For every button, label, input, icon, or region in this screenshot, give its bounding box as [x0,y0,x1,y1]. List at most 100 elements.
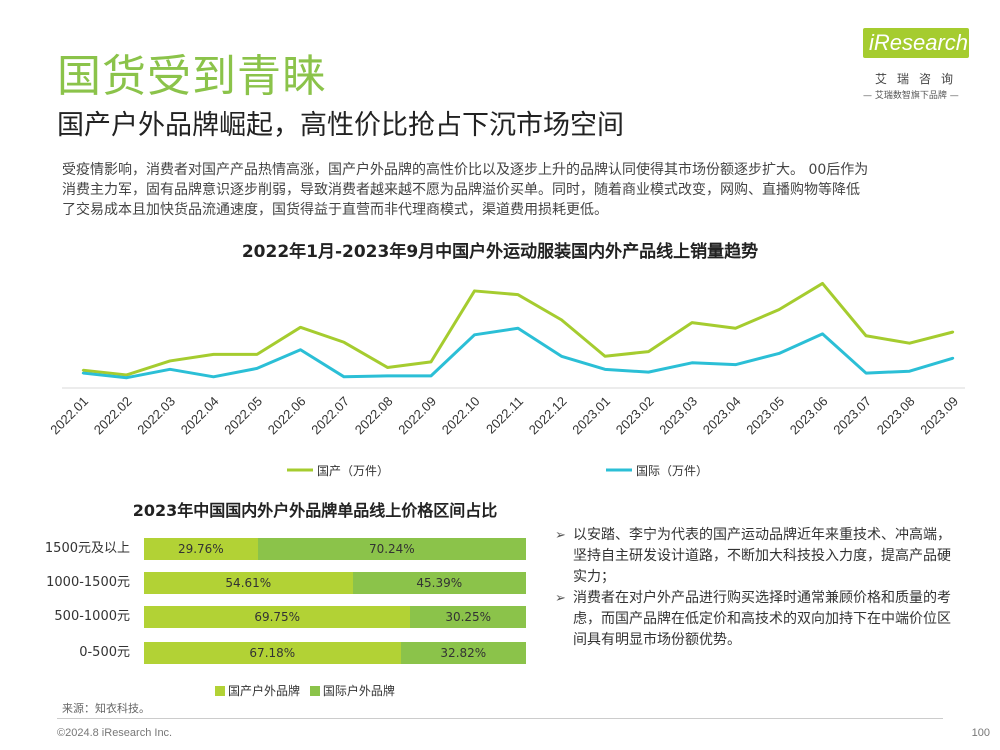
bar-category-label: 500-1000元 [54,609,130,624]
bar-row: 1000-1500元 54.61% 45.39% [30,572,530,594]
legend-label-domestic: 国产户外品牌 [228,684,301,698]
data-point [342,341,346,344]
bar-track: 29.76% 70.24% [144,538,526,560]
x-tick-label: 2023.08 [874,394,918,438]
data-point [603,368,607,371]
legend-item-international: 国际户外品牌 [309,684,395,698]
data-point [821,332,824,336]
data-point [690,361,694,364]
logo-badge [863,28,969,58]
x-tick-label: 2022.05 [221,394,265,438]
logo-cn-name: 艾瑞咨询 [875,72,964,86]
x-tick-label: 2022.06 [265,394,309,438]
intro-line: 消费主力军，固有品牌意识逐步削弱，导致消费者越来越不愿为品牌溢价买单。同时，随着… [62,182,860,198]
data-point [734,363,737,366]
intro-line: 受疫情影响，消费者对国产产品热情高涨，国产户外品牌的高性价比以及逐步上升的品牌认… [62,162,869,178]
x-tick-label: 2023.07 [830,394,874,438]
data-point [690,321,694,324]
bar-row: 0-500元 67.18% 32.82% [30,642,530,664]
x-tick-label: 2022.01 [47,394,91,438]
source-note: 来源：知衣科技。 [62,702,150,715]
data-point [81,371,85,375]
data-point [429,360,433,364]
x-tick-label: 2022.09 [395,394,439,438]
data-point [125,373,128,377]
data-point [864,371,868,375]
key-findings: ➢ 以安踏、李宁为代表的国产运动品牌近年来重技术、冲高端，坚持自主研发设计道路，… [555,525,955,651]
data-point [560,355,563,358]
legend-item-domestic: 国产户外品牌 [215,684,300,698]
page-subtitle: 国产户外品牌崛起，高性价比抢占下沉市场空间 [57,110,624,141]
bar-segment-international: 30.25% [410,606,526,628]
data-point [429,374,433,378]
bar-category-label: 0-500元 [79,645,130,660]
bar-track: 54.61% 45.39% [144,572,526,594]
data-point [908,342,911,345]
x-tick-label: 2022.04 [178,394,222,438]
bar-segment-international: 45.39% [352,572,526,594]
x-tick-label: 2023.01 [569,394,613,438]
data-point [168,359,172,363]
legend-label: 国际（万件） [636,464,708,478]
bar-chart-title: 2023年中国国内外户外品牌单品线上价格区间占比 [132,501,498,520]
bar-category-label: 1000-1500元 [46,575,130,590]
copyright: ©2024.8 iResearch Inc. [57,727,173,739]
bullet-text: 以安踏、李宁为代表的国产运动品牌近年来重技术、冲高端，坚持自主研发设计道路，不断… [573,527,951,585]
x-tick-label: 2022.02 [91,394,135,438]
data-point [516,327,520,330]
bar-segment-international: 32.82% [400,642,526,664]
line-chart-title: 2022年1月-2023年9月中国户外运动服装国内外产品线上销量趋势 [241,242,759,262]
data-point [81,369,85,372]
bullet-item: ➢ 消费者在对户外产品进行购买选择时通常兼顾价格和质量的考虑，而国产品牌在低定价… [555,588,955,651]
data-point [734,327,737,330]
data-point [299,348,302,351]
bar-segment-international: 70.24% [257,538,526,560]
data-point [473,333,476,336]
data-point [299,326,302,329]
bar-segment-domestic: 54.61% [144,572,353,594]
data-point [516,293,520,296]
data-point [125,376,128,379]
logo-brand-text: iResearch [869,30,969,55]
bar-track: 69.75% 30.25% [144,606,526,628]
bar-row: 500-1000元 69.75% 30.25% [30,606,530,628]
data-point [777,308,781,311]
data-point [386,374,389,378]
bar-segment-domestic: 29.76% [144,538,258,560]
data-point [647,370,650,374]
x-tick-label: 2023.03 [656,394,700,438]
x-tick-label: 2022.10 [439,394,483,438]
data-point [255,367,259,370]
x-tick-label: 2022.08 [352,394,396,438]
bullet-text: 消费者在对户外产品进行购买选择时通常兼顾价格和质量的考虑，而国产品牌在低定价和高… [573,590,951,648]
bar-chart-legend: 国产户外品牌 国际户外品牌 [215,682,395,699]
legend-label: 国产（万件） [317,464,389,478]
data-point [647,350,650,353]
data-point [473,289,476,293]
data-point [777,352,781,355]
page-title: 国货受到青睐 [57,51,327,102]
data-point [908,370,911,373]
logo-slogan: — 艾瑞数智旗下品牌 — [863,91,959,101]
intro-line: 了交易成本且加快货品流通速度，国货得益于直营而非代理商模式，渠道费用损耗更低。 [62,202,608,218]
page-number: 100 [971,727,990,739]
x-tick-label: 2023.05 [743,394,787,438]
data-point [255,353,259,356]
x-tick-label: 2022.03 [134,394,178,438]
data-point [212,353,215,356]
line-chart: 2022.01 2022.02 2022.03 2022.04 2022.05 2022.… [47,281,965,478]
bar-row: 1500元及以上 29.76% 70.24% [30,538,530,560]
data-point [168,368,172,371]
data-point [342,375,346,378]
data-point [864,334,868,337]
arrow-bullet-icon: ➢ [555,591,566,606]
data-point [951,356,955,360]
x-tick-label: 2023.09 [917,394,961,438]
bar-track: 67.18% 32.82% [144,642,526,664]
x-tick-label: 2022.12 [526,394,570,438]
bullet-item: ➢ 以安踏、李宁为代表的国产运动品牌近年来重技术、冲高端，坚持自主研发设计道路，… [555,525,955,588]
bar-segment-domestic: 69.75% [144,606,411,628]
data-point [560,318,563,322]
bar-segment-domestic: 67.18% [144,642,401,664]
x-tick-label: 2023.06 [787,394,831,438]
